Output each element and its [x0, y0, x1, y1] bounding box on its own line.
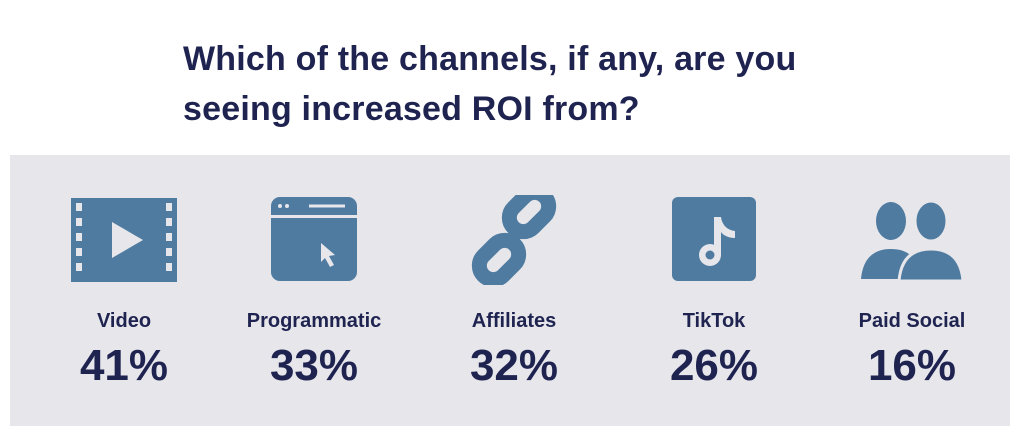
channels-panel: Video 41% Programmatic 33% Affil: [10, 155, 1010, 426]
channel-label: Paid Social: [858, 310, 966, 332]
channel-label: TikTok: [682, 310, 746, 332]
channel-tiktok: TikTok 26%: [616, 155, 812, 426]
channel-affiliates: Affiliates 32%: [416, 155, 612, 426]
channel-value: 26%: [669, 341, 759, 390]
channel-value: 33%: [269, 341, 359, 390]
channel-value: 16%: [867, 341, 957, 390]
channel-paid-social: Paid Social 16%: [814, 155, 1010, 426]
chart-title: Which of the channels, if any, are you s…: [183, 40, 797, 128]
link-icon: [471, 195, 557, 285]
people-icon: [861, 199, 965, 283]
channel-value: 32%: [469, 341, 559, 390]
channel-label: Video: [96, 310, 152, 332]
channel-programmatic: Programmatic 33%: [216, 155, 412, 426]
channel-value: 41%: [79, 341, 169, 390]
channel-label: Programmatic: [246, 310, 382, 332]
channel-label: Affiliates: [471, 310, 557, 332]
tiktok-icon: [672, 197, 756, 281]
browser-cursor-icon: [271, 197, 357, 281]
channel-video: Video 41%: [26, 155, 222, 426]
video-icon: [71, 198, 177, 282]
